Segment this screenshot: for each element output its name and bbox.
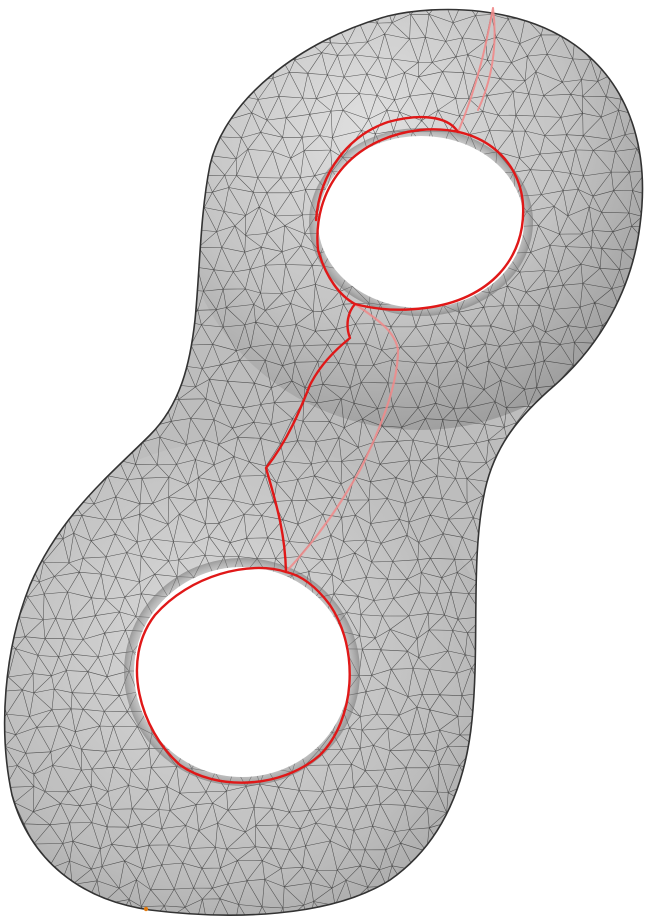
front-cut [264,115,460,574]
back-cut [284,302,400,574]
lower-hole [124,558,360,786]
top-seam [457,7,496,133]
upper-hole [309,128,533,316]
vertex-marker [143,906,149,912]
cut-paths [135,7,525,784]
lower-hole-rim [135,566,351,784]
upper-hole-opening [318,136,524,308]
lower-hole-opening [134,567,350,777]
surface-outline [3,8,644,916]
